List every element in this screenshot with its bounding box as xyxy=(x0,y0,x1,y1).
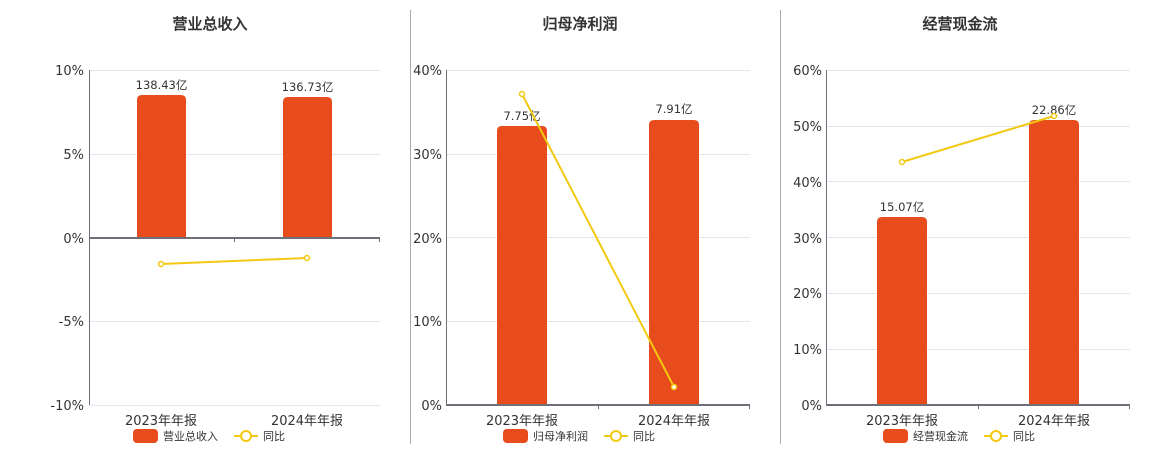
legend-bar-swatch xyxy=(883,429,908,443)
y-tick: 40% xyxy=(793,176,822,191)
y-tick: 30% xyxy=(793,232,822,247)
bar-value-label: 138.43亿 xyxy=(136,78,188,92)
y-tick: 10% xyxy=(413,315,442,330)
x-tick: 2024年年报 xyxy=(1018,414,1090,429)
y-axis-ticks: 60% 50% 40% 30% 20% 10% 0% xyxy=(793,64,822,414)
chart-title: 经营现金流 xyxy=(922,15,997,33)
y-tick: -5% xyxy=(59,315,84,330)
x-tick: 2023年年报 xyxy=(125,414,197,429)
panel-divider-2 xyxy=(780,10,781,444)
bar-2023[interactable] xyxy=(497,126,547,405)
panel-divider-1 xyxy=(410,10,411,444)
grid-lines xyxy=(826,70,1130,350)
chart-title: 归母净利润 xyxy=(542,15,617,33)
yoy-line xyxy=(160,257,308,265)
bar-value-label: 22.86亿 xyxy=(1032,103,1076,117)
y-tick: 30% xyxy=(413,148,442,163)
legend-line-marker-icon xyxy=(610,430,622,442)
yoy-point[interactable] xyxy=(898,158,906,166)
y-axis-ticks: 40% 30% 20% 10% 0% xyxy=(413,64,442,414)
bar-2024[interactable] xyxy=(283,97,332,238)
x-axis xyxy=(89,237,380,242)
y-tick: 20% xyxy=(793,287,822,302)
y-tick: 40% xyxy=(413,64,442,79)
bar-2023[interactable] xyxy=(877,217,927,405)
y-tick: 0% xyxy=(801,399,822,414)
bar-2024[interactable] xyxy=(1029,120,1079,405)
y-tick: 10% xyxy=(55,64,84,79)
x-tick: 2023年年报 xyxy=(486,414,558,429)
chart-title: 营业总收入 xyxy=(172,15,247,33)
legend-bar-swatch xyxy=(503,429,528,443)
yoy-point[interactable] xyxy=(1050,112,1058,120)
yoy-line xyxy=(521,93,675,388)
y-tick: 0% xyxy=(421,399,442,414)
yoy-point[interactable] xyxy=(157,260,165,268)
x-axis xyxy=(446,404,750,409)
x-tick: 2024年年报 xyxy=(271,414,343,429)
yoy-point[interactable] xyxy=(518,90,526,98)
legend-bar-swatch xyxy=(133,429,158,443)
legend-bar-label: 营业总收入 xyxy=(163,429,218,443)
x-axis xyxy=(826,404,1130,409)
legend[interactable]: 营业总收入 同比 xyxy=(133,429,285,443)
bar-value-label: 7.91亿 xyxy=(655,102,692,116)
yoy-point[interactable] xyxy=(670,383,678,391)
bar-2023[interactable] xyxy=(137,95,186,238)
yoy-line xyxy=(901,115,1055,163)
yoy-point[interactable] xyxy=(303,254,311,262)
y-axis-ticks: 10% 5% 0% -5% -10% xyxy=(50,64,84,414)
legend-line-label: 同比 xyxy=(1013,430,1035,443)
x-tick: 2023年年报 xyxy=(866,414,938,429)
x-tick: 2024年年报 xyxy=(638,414,710,429)
bar-value-label: 15.07亿 xyxy=(880,200,924,214)
bar-2024[interactable] xyxy=(649,120,699,405)
legend-line-label: 同比 xyxy=(263,430,285,443)
legend[interactable]: 归母净利润 同比 xyxy=(503,429,655,443)
legend-bar-label: 经营现金流 xyxy=(913,429,968,443)
y-tick: 50% xyxy=(793,120,822,135)
legend-bar-label: 归母净利润 xyxy=(533,429,588,443)
grid-lines xyxy=(446,70,750,322)
y-tick: 60% xyxy=(793,64,822,79)
legend-line-marker-icon xyxy=(990,430,1002,442)
y-tick: -10% xyxy=(50,399,84,414)
legend-line-label: 同比 xyxy=(633,430,655,443)
y-tick: 20% xyxy=(413,232,442,247)
legend-line-marker-icon xyxy=(240,430,252,442)
y-tick: 10% xyxy=(793,343,822,358)
legend[interactable]: 经营现金流 同比 xyxy=(883,429,1035,443)
y-tick: 0% xyxy=(63,232,84,247)
bar-value-label: 136.73亿 xyxy=(282,80,334,94)
y-tick: 5% xyxy=(63,148,84,163)
